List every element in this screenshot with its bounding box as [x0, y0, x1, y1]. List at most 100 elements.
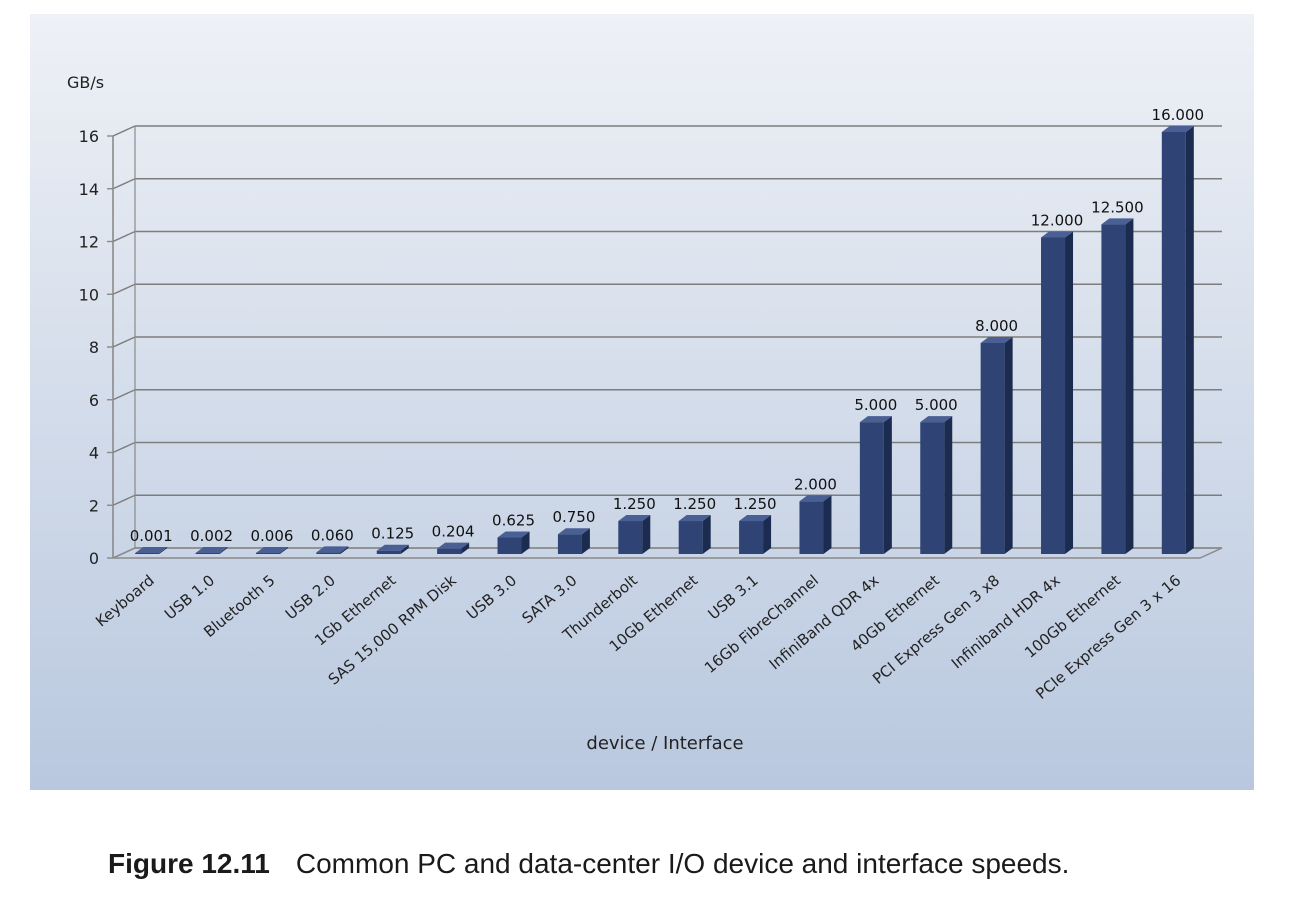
data-label: 0.006	[250, 527, 293, 545]
y-tick-label: 4	[89, 444, 99, 463]
y-tick-label: 6	[89, 391, 99, 410]
data-labels: 0.001 0.002 0.006 0.060 0.125 0.204 0.625 0.750…	[130, 106, 1204, 545]
bar-side	[944, 416, 953, 554]
data-label: 8.000	[975, 317, 1018, 335]
data-label: 0.001	[130, 527, 173, 545]
bar	[678, 515, 711, 554]
bar	[376, 544, 409, 554]
bar-front	[618, 521, 643, 554]
bar-top	[437, 542, 470, 549]
bar-front	[376, 550, 401, 554]
bar-side	[279, 547, 288, 554]
bar-side	[581, 528, 590, 554]
data-label: 5.000	[915, 396, 958, 414]
bar-top	[135, 547, 168, 553]
data-label: 0.625	[492, 512, 535, 530]
bar-front	[739, 521, 764, 554]
data-label: 5.000	[854, 396, 897, 414]
gridline-connector	[112, 494, 136, 506]
bar-front	[980, 343, 1005, 554]
bar	[980, 337, 1013, 554]
caption-text: Common PC and data-center I/O device and…	[295, 848, 1070, 879]
bar	[557, 528, 590, 554]
floor	[112, 547, 1223, 559]
bar	[255, 547, 288, 554]
bar-top	[376, 544, 409, 551]
bar-side	[461, 542, 470, 554]
bar-side	[702, 515, 711, 554]
y-tick-label: 10	[79, 285, 99, 304]
gridline-connector	[112, 178, 136, 190]
bar	[497, 531, 530, 554]
bar-front	[437, 548, 462, 554]
bar-front	[859, 422, 884, 554]
gridline-connector	[112, 336, 136, 348]
y-tick-label: 8	[89, 338, 99, 357]
figure-caption: Figure 12.11 Common PC and data-center I/…	[108, 848, 1069, 880]
bar-front	[135, 553, 160, 554]
bar-top	[859, 416, 892, 423]
bar	[920, 416, 953, 554]
bar-front	[678, 521, 703, 554]
gridline-connector	[112, 230, 136, 243]
gridline-connector	[112, 283, 136, 295]
y-tick-label: 16	[79, 127, 99, 146]
data-label: 0.750	[552, 508, 595, 526]
gridline-connector	[112, 441, 136, 454]
bar-top	[557, 528, 590, 535]
bar-top	[195, 547, 228, 553]
gridline-connector	[112, 125, 136, 137]
gridlines	[112, 125, 1222, 559]
bar-front	[1041, 237, 1066, 554]
bar-side	[400, 544, 409, 554]
bar-side	[219, 547, 228, 554]
bar-top	[1161, 126, 1194, 132]
bar-side	[1125, 218, 1134, 554]
bar-side	[521, 531, 530, 554]
bar-front	[1101, 224, 1126, 554]
bar-side	[642, 515, 651, 554]
data-label: 0.060	[311, 526, 354, 544]
y-axis-title: GB/s	[67, 73, 104, 92]
data-label: 12.000	[1031, 212, 1084, 230]
bar-front	[195, 553, 220, 554]
bar-front	[497, 537, 522, 554]
caption-label: Figure 12.11	[108, 848, 270, 879]
data-label: 1.250	[613, 495, 656, 513]
bar-side	[340, 546, 349, 554]
y-tick-label: 14	[79, 180, 99, 199]
bar-side	[883, 416, 892, 554]
data-label: 16.000	[1152, 106, 1205, 124]
axes	[107, 126, 1223, 559]
x-axis-title: device / Interface	[586, 733, 743, 754]
data-label: 0.125	[371, 525, 414, 543]
bar-side	[1065, 231, 1074, 554]
data-label: 1.250	[673, 495, 716, 513]
bar-front	[557, 534, 582, 554]
bar-top	[739, 515, 772, 522]
bars	[135, 126, 1194, 554]
bar	[135, 547, 168, 554]
bar-front	[920, 422, 945, 554]
bar	[799, 495, 832, 554]
gridline-connector	[112, 389, 136, 401]
bar-top	[255, 547, 288, 553]
bar-side	[1185, 126, 1194, 554]
bar-top	[1101, 218, 1134, 225]
bar	[618, 515, 651, 554]
bar	[1101, 218, 1134, 554]
y-tick-label: 12	[79, 233, 99, 252]
bar	[1161, 126, 1194, 554]
data-label: 1.250	[734, 495, 777, 513]
bar-side	[159, 547, 168, 554]
bar	[316, 546, 349, 554]
bar-side	[763, 515, 772, 554]
data-label: 2.000	[794, 475, 837, 493]
y-tick-label: 2	[89, 496, 99, 515]
bar-front	[255, 553, 280, 554]
bar	[437, 542, 470, 554]
bar-top	[678, 515, 711, 522]
bar	[859, 416, 892, 554]
